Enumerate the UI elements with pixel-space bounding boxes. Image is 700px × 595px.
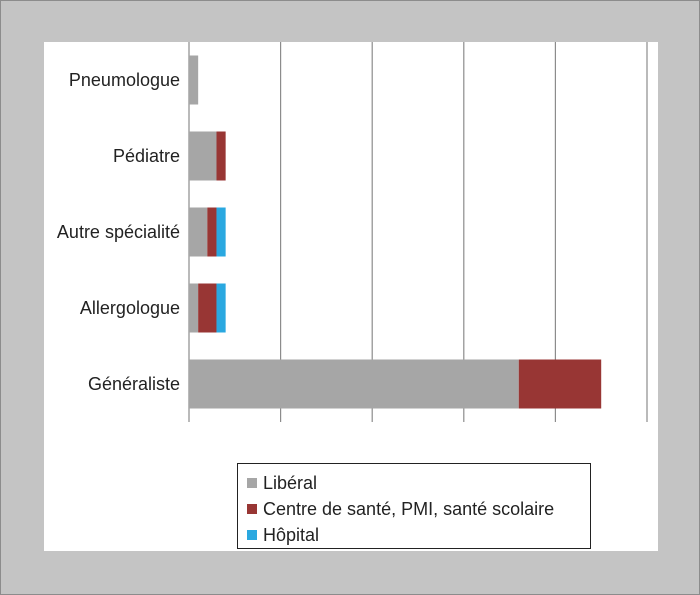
bar-chart: 01020304050PneumologuePédiatreAutre spéc… <box>57 42 648 422</box>
legend-item-0: Libéral <box>247 470 590 496</box>
bar-0-series-0 <box>189 55 199 105</box>
legend-swatch-2 <box>247 530 257 540</box>
bar-1-series-0 <box>189 131 217 181</box>
bar-4-series-1 <box>518 359 602 409</box>
bar-3-series-0 <box>189 283 199 333</box>
legend-label-1: Centre de santé, PMI, santé scolaire <box>263 498 555 519</box>
bar-1-series-1 <box>216 131 226 181</box>
bar-4-series-0 <box>189 359 519 409</box>
legend-swatch-1 <box>247 504 257 514</box>
chart-panel: 01020304050PneumologuePédiatreAutre spéc… <box>44 42 658 551</box>
bar-3-series-2 <box>216 283 226 333</box>
legend-item-1: Centre de santé, PMI, santé scolaire <box>247 496 590 522</box>
legend-swatch-0 <box>247 478 257 488</box>
legend-item-2: Hôpital <box>247 522 590 548</box>
bar-2-series-0 <box>189 207 208 257</box>
legend: Libéral Centre de santé, PMI, santé scola… <box>237 463 591 549</box>
category-label-3: Allergologue <box>80 298 180 318</box>
category-label-0: Pneumologue <box>69 70 180 90</box>
bar-2-series-1 <box>207 207 217 257</box>
legend-label-2: Hôpital <box>263 524 320 545</box>
category-label-1: Pédiatre <box>113 146 180 166</box>
bar-2-series-2 <box>216 207 226 257</box>
category-label-4: Généraliste <box>88 374 180 394</box>
legend-label-0: Libéral <box>263 472 318 493</box>
bar-3-series-1 <box>198 283 217 333</box>
category-label-2: Autre spécialité <box>57 222 180 242</box>
